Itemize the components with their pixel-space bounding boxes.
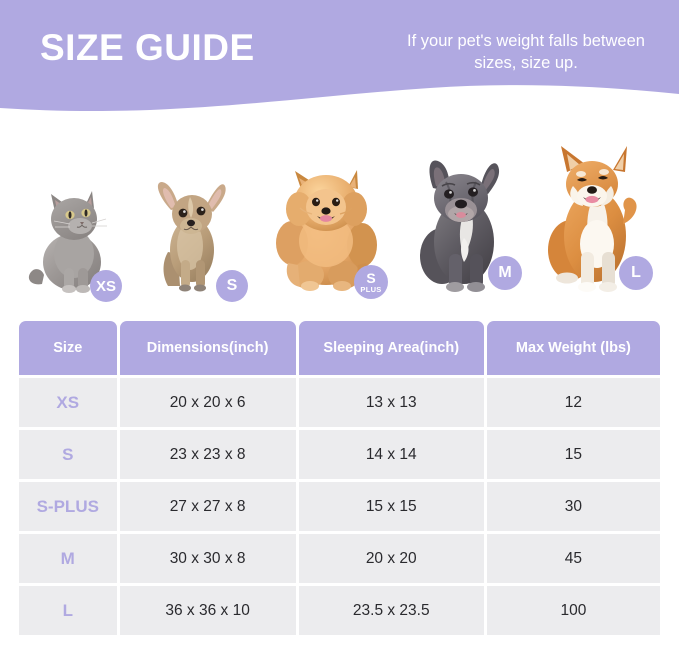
table-row: XS 20 x 20 x 6 13 x 13 12 [19,378,660,427]
banner-wave-shape [0,0,679,112]
table-row: L 36 x 36 x 10 23.5 x 23.5 100 [19,586,660,635]
chihuahua-illustration [157,182,226,292]
cell-max-weight: 100 [486,586,660,635]
pet-illustrations-row: XS [0,122,679,314]
size-badge-l: L [619,256,653,290]
table-row: M 30 x 30 x 8 20 x 20 45 [19,534,660,583]
cat-illustration [28,191,107,293]
cell-sleeping-area: 23.5 x 23.5 [298,586,484,635]
size-badge-s: S [216,270,248,302]
page-title: SIZE GUIDE [40,27,255,68]
cell-sleeping-area: 13 x 13 [298,378,484,427]
cell-sleeping-area: 15 x 15 [298,482,484,531]
column-header-size: Size [19,321,117,375]
pomeranian-illustration [276,170,377,291]
cell-dimensions: 20 x 20 x 6 [119,378,296,427]
french-bulldog-illustration [420,160,500,292]
cell-sleeping-area: 14 x 14 [298,430,484,479]
pet-chihuahua: S [140,166,248,302]
cell-size: XS [19,378,117,427]
cell-size: S-PLUS [19,482,117,531]
column-header-sleeping-area: Sleeping Area(inch) [298,321,484,375]
cell-dimensions: 23 x 23 x 8 [119,430,296,479]
size-table: Size Dimensions(inch) Sleeping Area(inch… [19,321,660,635]
shiba-inu-illustration [548,146,637,292]
column-header-max-weight: Max Weight (lbs) [486,321,660,375]
pet-pomeranian: S PLUS [268,159,388,299]
cell-max-weight: 15 [486,430,660,479]
cell-dimensions: 30 x 30 x 8 [119,534,296,583]
cell-max-weight: 12 [486,378,660,427]
table-header-row: Size Dimensions(inch) Sleeping Area(inch… [19,321,660,375]
cell-max-weight: 45 [486,534,660,583]
cell-max-weight: 30 [486,482,660,531]
cell-size: L [19,586,117,635]
pet-british-shorthair-cat: XS [22,174,122,302]
cell-dimensions: 27 x 27 x 8 [119,482,296,531]
pet-french-bulldog: M [406,142,522,294]
banner-note: If your pet's weight falls between sizes… [407,32,645,73]
table-row: S-PLUS 27 x 27 x 8 15 x 15 30 [19,482,660,531]
column-header-dimensions: Dimensions(inch) [119,321,296,375]
header-banner: SIZE GUIDE If your pet's weight falls be… [0,0,679,122]
table-row: S 23 x 23 x 8 14 x 14 15 [19,430,660,479]
size-badge-m: M [488,256,522,290]
cell-dimensions: 36 x 36 x 10 [119,586,296,635]
cell-size: S [19,430,117,479]
pet-shiba-inu: L [537,132,653,294]
size-badge-s-plus: S PLUS [354,265,388,299]
cell-sleeping-area: 20 x 20 [298,534,484,583]
cell-size: M [19,534,117,583]
size-badge-xs: XS [90,270,122,302]
